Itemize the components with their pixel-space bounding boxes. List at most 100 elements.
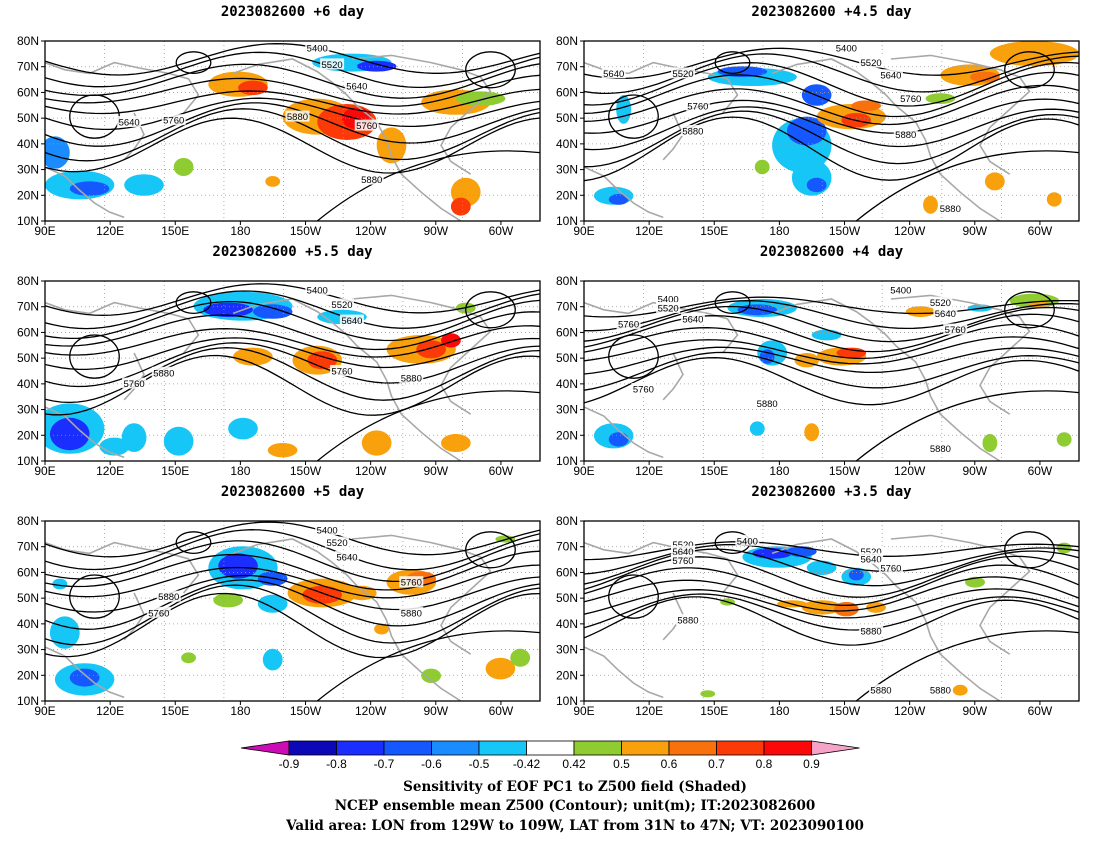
lat-tick-label: 60N: [17, 325, 39, 339]
contour-label: 5640: [119, 118, 140, 129]
sensitivity-shading: [262, 648, 283, 671]
contour-label: 5400: [737, 536, 758, 547]
panel-title: 2023082600 +6 day: [221, 4, 365, 20]
sensitivity-shading: [737, 304, 778, 316]
z500-closed-contour: [714, 51, 751, 75]
colorbar-bin: [431, 740, 480, 756]
plot-area: 5520564057605400552056405760588058805880…: [584, 521, 1079, 701]
sensitivity-shading: [848, 569, 864, 581]
sensitivity-shading: [121, 423, 147, 452]
sensitivity-shading: [361, 430, 392, 456]
contour-label-bg: [878, 561, 903, 573]
colorbar-label: -0.42: [513, 757, 541, 771]
contour-label: 5640: [603, 69, 624, 80]
contour-label: 5760: [672, 556, 693, 567]
sensitivity-shading: [267, 443, 298, 458]
coastline: [771, 298, 1001, 461]
sensitivity-shading: [203, 302, 253, 317]
colorbar-bin: [621, 740, 670, 756]
map-frame: [44, 520, 541, 702]
contour-label-bg: [893, 128, 918, 140]
lat-tick-label: 70N: [17, 540, 39, 554]
z500-contour: [45, 579, 540, 630]
lon-tick-label: 120E: [96, 464, 124, 478]
contour-label: 5880: [158, 592, 179, 603]
z500-closed-contour: [608, 94, 659, 139]
contour-label-bg: [601, 67, 626, 79]
contour-label: 5880: [895, 130, 916, 141]
lat-tick-label: 20N: [17, 188, 39, 202]
contour-label: 5760: [401, 578, 422, 589]
contour-label-bg: [305, 284, 330, 295]
z500-closed-contour: [175, 531, 212, 555]
sensitivity-shading: [233, 347, 273, 366]
map-frame: [44, 40, 541, 222]
lon-tick-label: 90E: [573, 224, 594, 238]
coastline: [890, 54, 1031, 175]
contour-label: 5760: [945, 325, 966, 336]
z500-contour: [584, 336, 1079, 365]
lat-tick-label: 70N: [17, 60, 39, 74]
contour-label-bg: [671, 67, 695, 79]
colorbar-bin: [288, 740, 337, 756]
lat-tick-label: 30N: [17, 643, 39, 657]
colorbar-bin: [573, 740, 622, 756]
lon-tick-label: 120W: [355, 464, 387, 478]
colorbar-label: 0.42: [562, 757, 586, 771]
sensitivity-shading: [970, 71, 1000, 83]
lat-tick-label: 20N: [556, 188, 578, 202]
z500-contour: [45, 529, 540, 571]
lon-tick-label: 180: [230, 224, 250, 238]
sensitivity-shading: [124, 174, 164, 196]
z500-contour: [45, 74, 540, 107]
contour-label: 5880: [361, 175, 382, 186]
colorbar-bin: [383, 740, 432, 756]
z500-contour: [45, 521, 540, 558]
z500-closed-contour: [608, 574, 659, 619]
contour-label-bg: [334, 551, 359, 562]
z500-contour: [584, 357, 1079, 406]
contour-label-bg: [859, 56, 884, 68]
colorbar-bin: [336, 740, 385, 756]
contour-label-bg: [151, 366, 176, 378]
lat-tick-label: 50N: [17, 111, 39, 125]
contour-label: 5760: [633, 385, 654, 396]
colorbar-label: -0.7: [374, 757, 395, 771]
z500-contour: [584, 564, 1079, 606]
panel-title: 2023082600 +4 day: [760, 244, 904, 260]
lat-tick-label: 80N: [17, 274, 39, 288]
lon-tick-label: 150W: [290, 704, 322, 718]
colorbar-label: -0.5: [469, 757, 490, 771]
lat-tick-label: 10N: [17, 694, 39, 708]
colorbar: -0.9 -0.8 -0.7 -0.6 -0.5 -0.42 0.42 0.5 0.6 0.7 0.…: [240, 740, 860, 771]
z500-closed-contour: [465, 51, 516, 89]
lon-tick-label: 60W: [1028, 704, 1053, 718]
lon-tick-label: 90W: [423, 704, 448, 718]
lat-tick-label: 40N: [17, 377, 39, 391]
z500-contour: [45, 337, 540, 371]
z500-contour: [584, 323, 1079, 360]
contour-label-bg: [399, 372, 424, 384]
contour-label-bg: [399, 576, 424, 588]
sensitivity-shading: [866, 602, 886, 613]
contour-label-bg: [675, 614, 700, 625]
z500-contour: [45, 88, 540, 115]
contour-label: 5640: [935, 309, 956, 320]
contour-label-bg: [928, 684, 953, 696]
contour-label: 5400: [836, 44, 857, 55]
lat-tick-label: 60N: [17, 565, 39, 579]
z500-contour: [45, 550, 540, 591]
sensitivity-shading: [952, 684, 968, 696]
coastline: [232, 538, 462, 701]
z500-contour: [45, 592, 540, 659]
sensitivity-shading: [925, 93, 956, 104]
z500-contour: [584, 596, 1079, 646]
sensitivity-shading: [173, 158, 194, 176]
lat-tick-label: 40N: [556, 617, 578, 631]
sensitivity-shading: [989, 41, 1079, 67]
lat-tick-label: 80N: [556, 514, 578, 528]
lat-tick-label: 30N: [17, 163, 39, 177]
